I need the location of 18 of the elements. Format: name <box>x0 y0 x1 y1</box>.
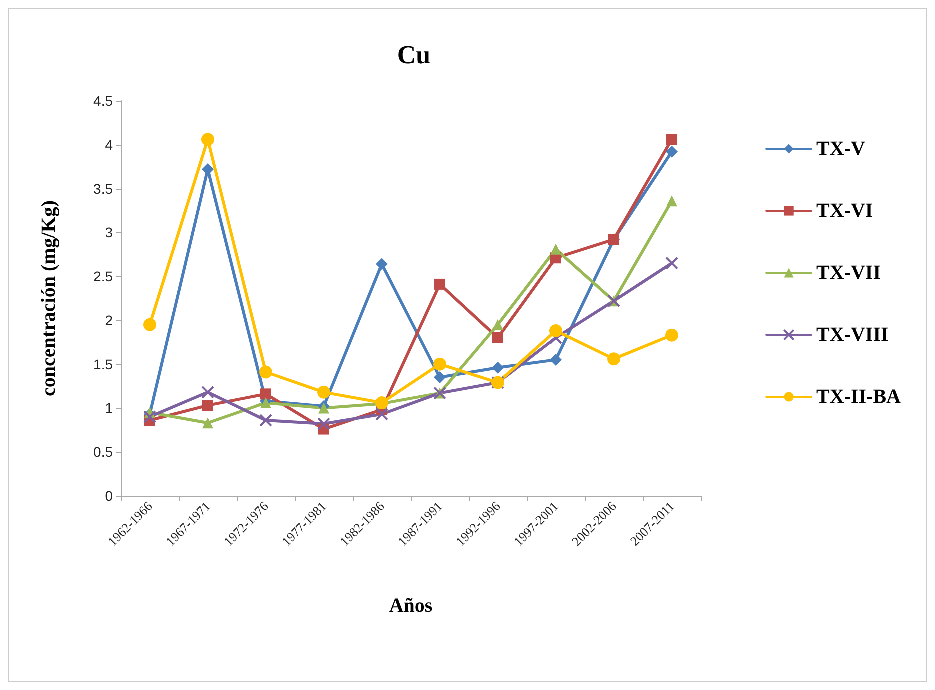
y-tick-label: 0 <box>105 488 114 504</box>
chart-title: Cu <box>397 40 431 70</box>
y-tick-label: 4 <box>105 136 114 153</box>
y-tick-label: 1 <box>105 400 114 416</box>
y-tick-label: 0.5 <box>94 444 114 460</box>
legend-label: TX-VII <box>816 262 882 284</box>
y-tick-label: 3.5 <box>94 180 114 197</box>
y-tick-label: 2.5 <box>94 268 114 285</box>
x-axis-title: Años <box>389 595 433 617</box>
legend-label: TX-II-BA <box>816 386 902 408</box>
legend-label: TX-V <box>816 138 866 160</box>
y-axis-title: concentración (mg/Kg) <box>38 200 60 397</box>
y-tick-label: 3 <box>105 224 114 241</box>
y-tick-label: 4.5 <box>94 93 114 109</box>
legend-label: TX-VIII <box>816 324 889 346</box>
y-tick-label: 2 <box>105 312 114 328</box>
y-tick-label: 1.5 <box>94 356 114 372</box>
legend-label: TX-VI <box>816 200 874 222</box>
